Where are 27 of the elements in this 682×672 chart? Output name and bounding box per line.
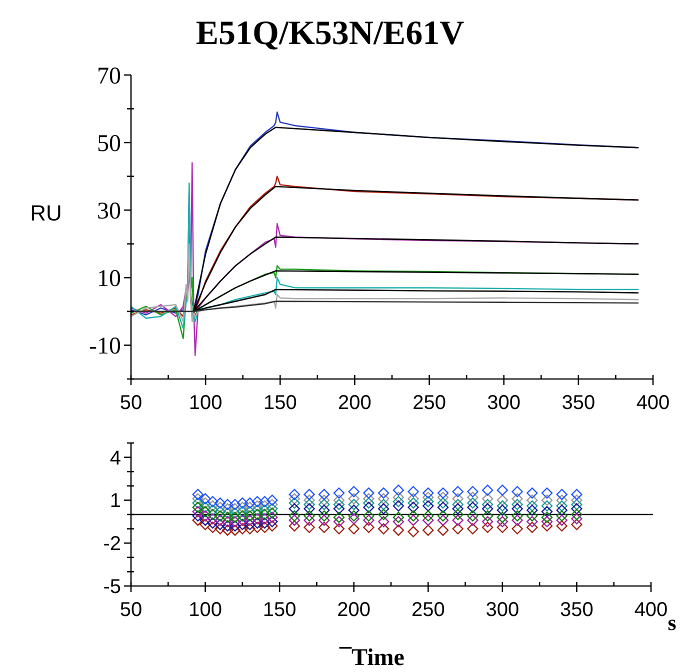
x-tick-label: 150 — [262, 599, 296, 621]
y-tick-label: 30 — [97, 198, 121, 225]
x-tick-label: 300 — [487, 392, 521, 414]
y-tick-label: 4 — [110, 447, 121, 470]
y-tick-label: 50 — [97, 130, 121, 157]
x-tick-label: 350 — [562, 392, 596, 414]
x-tick-label: 100 — [188, 599, 222, 621]
x-tick-label: 350 — [560, 599, 594, 621]
x-axis-title: ¯Time — [338, 645, 405, 671]
x-tick-label: 250 — [411, 599, 445, 621]
y-tick-label: -10 — [89, 334, 121, 360]
y-tick-label: 1 — [110, 490, 121, 512]
y-tick-label: 10 — [97, 266, 121, 292]
x-tick-label: 300 — [486, 599, 520, 621]
x-tick-label: 400 — [634, 599, 668, 621]
x-tick-label: 100 — [188, 392, 222, 414]
x-tick-label: 150 — [263, 392, 297, 414]
chart-title: E51Q/K53N/E61V — [196, 15, 465, 52]
x-tick-label: 200 — [337, 599, 371, 621]
text: s — [668, 610, 677, 635]
y-tick-label: -2 — [103, 533, 121, 556]
x-tick-label: 400 — [636, 392, 670, 414]
y-axis-title: RU — [30, 200, 62, 226]
x-tick-label: 250 — [412, 392, 446, 414]
x-tick-label: 200 — [338, 392, 372, 414]
y-tick-label: 70 — [97, 63, 121, 90]
y-tick-label: -5 — [103, 576, 121, 598]
